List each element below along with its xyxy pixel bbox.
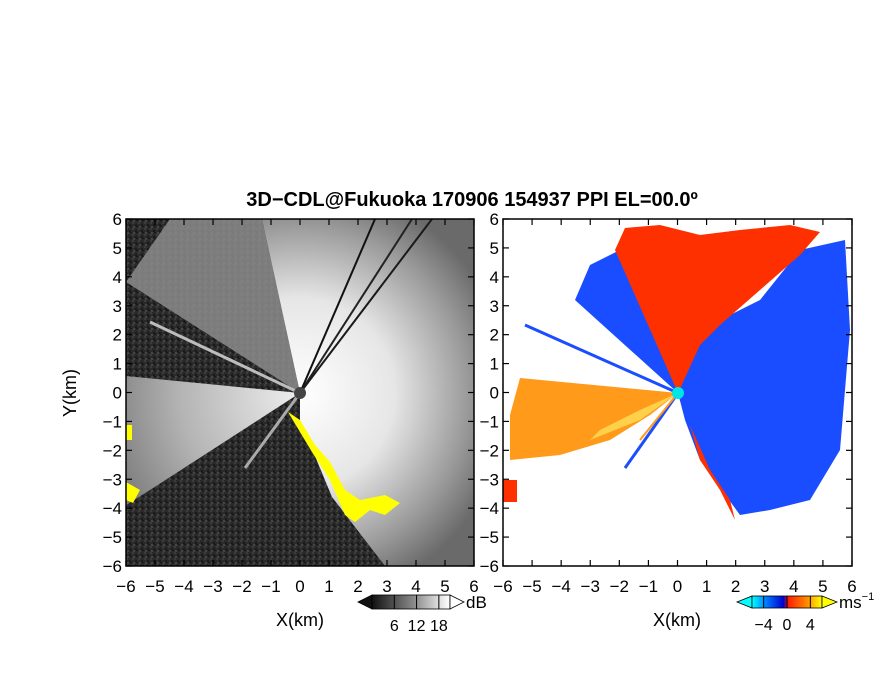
velocity-x-tick-labels: −6 −5 −4 −3 −2 −1 0 1 2 3 4 5 6	[493, 577, 856, 596]
radar-marker	[294, 387, 306, 399]
orange-region	[510, 378, 678, 460]
velocity-y-tick-label: −3	[480, 470, 499, 489]
bright-sector	[262, 219, 474, 566]
velocity-x-tick-label: −3	[581, 577, 600, 596]
intensity-y-tick-label: −6	[103, 557, 122, 576]
velocity-panel: −6 −5 −4 −3 −2 −1 0 1 2 3 4 5 6 X(km) ms−1 −4 0 4	[493, 218, 874, 634]
velocity-x-tick-label: 5	[818, 577, 827, 596]
velocity-x-tick-label: 6	[847, 577, 856, 596]
velocity-y-tick-label: 3	[490, 297, 499, 316]
intensity-y-tick-label: 0	[113, 384, 122, 403]
velocity-y-tick-label: 5	[490, 239, 499, 258]
velocity-x-tick-label: 4	[789, 577, 798, 596]
velocity-x-tick-label: 0	[673, 577, 682, 596]
intensity-y-tick-label: 1	[113, 355, 122, 374]
velocity-radar-marker	[672, 387, 684, 399]
velocity-x-tick-label: 2	[731, 577, 740, 596]
red-region	[615, 225, 820, 393]
velocity-x-tick-label: −4	[551, 577, 570, 596]
intensity-y-tick-label: −1	[103, 412, 122, 431]
velocity-image	[503, 225, 850, 520]
intensity-x-tick-label: −6	[116, 577, 135, 596]
intensity-y-tick-label: 3	[113, 297, 122, 316]
intensity-colorbar-tick-label: 6	[390, 618, 399, 635]
intensity-image	[126, 219, 474, 566]
intensity-y-tick-label: 5	[113, 239, 122, 258]
velocity-xlabel: X(km)	[653, 610, 701, 630]
velocity-colorbar-ticks: −4 0 4	[755, 596, 815, 634]
intensity-x-tick-label: −3	[203, 577, 222, 596]
intensity-x-tick-label: −2	[232, 577, 251, 596]
velocity-y-tick-label: 2	[490, 326, 499, 345]
intensity-colorbar: dB 6 12 18	[357, 593, 487, 635]
velocity-colorbar-tick-label: 4	[806, 617, 815, 634]
velocity-colorbar-tick-label: 0	[783, 617, 792, 634]
velocity-x-tick-label: −5	[522, 577, 541, 596]
intensity-x-tick-label: −4	[174, 577, 193, 596]
intensity-ticks	[125, 218, 475, 567]
velocity-colorbar-unit: ms−1	[839, 591, 874, 612]
intensity-x-tick-label: −1	[261, 577, 280, 596]
velocity-x-tick-label: −1	[639, 577, 658, 596]
velocity-y-tick-label: −4	[480, 499, 499, 518]
intensity-x-tick-label: 3	[382, 577, 391, 596]
velocity-y-tick-label: −1	[480, 412, 499, 431]
velocity-y-tick-label: −6	[480, 557, 499, 576]
velocity-y-tick-label: 6	[490, 210, 499, 229]
velocity-colorbar-tick-label: −4	[755, 617, 773, 634]
velocity-colorbar: ms−1 −4 0 4	[735, 591, 874, 634]
northwest-sector	[126, 219, 300, 393]
flag-region	[288, 412, 400, 522]
intensity-colorbar-ticks: 6 12 18	[390, 595, 448, 635]
velocity-y-tick-label: 4	[490, 268, 499, 287]
intensity-colorbar-tick-label: 18	[430, 618, 448, 635]
velocity-x-tick-label: −2	[610, 577, 629, 596]
intensity-y-tick-label: −5	[103, 528, 122, 547]
intensity-colorbar-unit: dB	[466, 593, 487, 612]
velocity-ticks	[502, 218, 853, 567]
velocity-y-tick-label: −2	[480, 441, 499, 460]
intensity-y-tick-label: −3	[103, 470, 122, 489]
intensity-x-tick-label: 5	[440, 577, 449, 596]
intensity-x-tick-labels: −6 −5 −4 −3 −2 −1 0 1 2 3 4 5 6	[116, 577, 478, 596]
intensity-y-tick-label: −2	[103, 441, 122, 460]
velocity-x-tick-label: 1	[702, 577, 711, 596]
intensity-x-tick-label: 1	[324, 577, 333, 596]
intensity-x-tick-label: 6	[469, 577, 478, 596]
intensity-xlabel: X(km)	[276, 610, 324, 630]
velocity-x-tick-label: −6	[493, 577, 512, 596]
intensity-ylabel: Y(km)	[60, 369, 80, 417]
figure-title: 3D−CDL@Fukuoka 170906 154937 PPI EL=00.0…	[246, 189, 698, 211]
intensity-x-tick-label: 4	[411, 577, 420, 596]
intensity-y-tick-label: −4	[103, 499, 122, 518]
intensity-panel: −6 −5 −4 −3 −2 −1 0 1 2 3 4 5 6 6543210−1−2−3−4−5−66…	[60, 210, 499, 635]
intensity-x-tick-label: 0	[295, 577, 304, 596]
intensity-x-tick-label: 2	[353, 577, 362, 596]
intensity-y-tick-label: 2	[113, 326, 122, 345]
intensity-colorbar-tick-label: 12	[408, 618, 426, 635]
velocity-y-tick-label: 1	[490, 355, 499, 374]
velocity-x-tick-label: 3	[760, 577, 769, 596]
west-sector	[126, 376, 300, 505]
intensity-x-tick-label: −5	[145, 577, 164, 596]
intensity-y-tick-labels: 6 5 4 3 2 1 0 −1 −2 −3 −4 −5 −6 6 5 4 3 2 1 0 −1 −2 −3 −4 −5 −6	[103, 210, 499, 576]
velocity-y-tick-label: 0	[490, 384, 499, 403]
velocity-y-tick-label: −5	[480, 528, 499, 547]
intensity-y-tick-label: 6	[113, 210, 122, 229]
intensity-y-tick-label: 4	[113, 268, 122, 287]
